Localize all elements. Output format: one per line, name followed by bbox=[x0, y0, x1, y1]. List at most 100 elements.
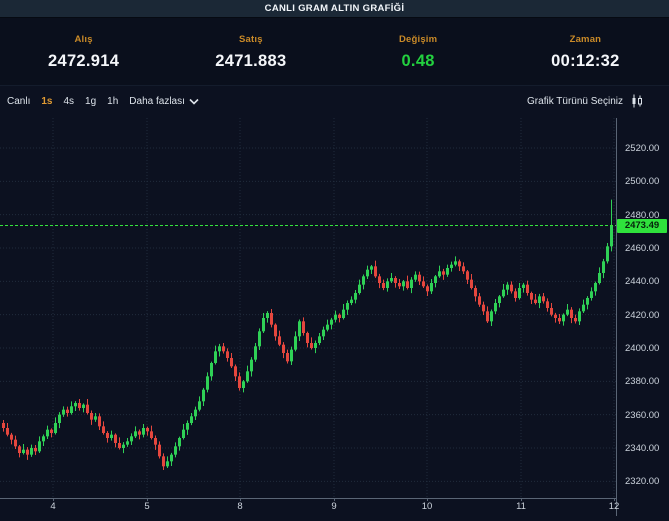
candle bbox=[482, 304, 485, 312]
candle bbox=[206, 376, 209, 390]
candle bbox=[190, 416, 193, 423]
x-axis-line bbox=[0, 498, 617, 499]
info-col-change: Değişim 0.48 bbox=[335, 18, 502, 85]
candle bbox=[290, 349, 293, 362]
candle bbox=[46, 429, 49, 437]
candle bbox=[74, 403, 77, 407]
candle bbox=[554, 314, 557, 318]
candle bbox=[362, 276, 365, 285]
candle bbox=[550, 308, 553, 315]
candle bbox=[90, 413, 93, 420]
change-value: 0.48 bbox=[401, 51, 435, 70]
candle bbox=[170, 454, 173, 462]
candle bbox=[226, 351, 229, 358]
candle bbox=[338, 314, 341, 318]
candle bbox=[26, 449, 29, 455]
more-intervals-button[interactable]: Daha fazlası bbox=[129, 96, 199, 107]
candle bbox=[134, 431, 137, 437]
chart-toolbar: Canlı 1s 4s 1g 1h Daha fazlası Grafik Tü… bbox=[0, 86, 669, 116]
interval-1s[interactable]: 1s bbox=[41, 95, 53, 107]
candle bbox=[426, 286, 429, 292]
candlestick-chart-type-icon bbox=[632, 94, 642, 108]
candle bbox=[586, 298, 589, 305]
candle bbox=[214, 351, 217, 363]
candle bbox=[474, 288, 477, 297]
candle bbox=[506, 284, 509, 290]
candle bbox=[342, 309, 345, 318]
candle bbox=[442, 271, 445, 275]
y-axis-label: 2440.00 bbox=[625, 276, 660, 288]
candle bbox=[490, 311, 493, 322]
candle bbox=[594, 283, 597, 292]
candle bbox=[114, 434, 117, 443]
y-axis: 2520.00 2500.00 2480.00 2460.00 2440.00 2420.… bbox=[617, 86, 669, 521]
price-info-bar: Alış 2472.914 Satış 2471.883 Değişim 0.4… bbox=[0, 18, 669, 85]
candle bbox=[198, 401, 201, 410]
interval-4s[interactable]: 4s bbox=[63, 95, 75, 107]
candle bbox=[18, 446, 21, 453]
interval-group: Canlı 1s 4s 1g 1h Daha fazlası bbox=[7, 96, 199, 107]
candle bbox=[526, 284, 529, 293]
candle bbox=[530, 293, 533, 300]
candle bbox=[394, 278, 397, 283]
candle bbox=[250, 359, 253, 372]
sell-value: 2471.883 bbox=[215, 51, 287, 70]
candle bbox=[418, 274, 421, 282]
candle bbox=[78, 403, 81, 408]
candle bbox=[322, 329, 325, 337]
candle bbox=[590, 291, 593, 298]
more-intervals-label: Daha fazlası bbox=[129, 95, 185, 107]
candle bbox=[310, 343, 313, 348]
x-axis-label: 4 bbox=[50, 501, 56, 512]
candle bbox=[454, 261, 457, 265]
candle bbox=[70, 406, 73, 413]
candle bbox=[254, 346, 257, 360]
interval-1h[interactable]: 1h bbox=[107, 95, 119, 107]
candle bbox=[414, 274, 417, 280]
interval-live[interactable]: Canlı bbox=[7, 95, 31, 107]
candle bbox=[330, 319, 333, 325]
candle bbox=[398, 283, 401, 287]
candle bbox=[410, 279, 413, 288]
candle bbox=[570, 309, 573, 318]
title-bar: CANLI GRAM ALTIN GRAFİĞİ bbox=[0, 0, 669, 18]
candle bbox=[118, 443, 121, 448]
candle bbox=[282, 344, 285, 353]
candle bbox=[406, 281, 409, 288]
candle bbox=[334, 314, 337, 320]
candle bbox=[210, 363, 213, 377]
candle bbox=[174, 446, 177, 455]
candle bbox=[34, 448, 37, 452]
info-col-sell: Satış 2471.883 bbox=[167, 18, 334, 85]
candle bbox=[402, 281, 405, 287]
y-axis-label: 2400.00 bbox=[625, 343, 660, 354]
candlestick-plot[interactable] bbox=[0, 118, 616, 498]
candle bbox=[438, 271, 441, 277]
candle bbox=[286, 353, 289, 362]
y-axis-label: 2340.00 bbox=[625, 443, 660, 454]
candle bbox=[138, 431, 141, 435]
candle bbox=[522, 284, 525, 288]
candle bbox=[446, 268, 449, 275]
candle bbox=[86, 404, 89, 413]
candle bbox=[422, 281, 425, 287]
candle bbox=[378, 276, 381, 283]
candle bbox=[146, 428, 149, 432]
candle bbox=[602, 261, 605, 273]
candle bbox=[82, 404, 85, 408]
candle bbox=[66, 409, 69, 413]
candle bbox=[242, 381, 245, 388]
candle bbox=[358, 284, 361, 293]
candle bbox=[298, 321, 301, 337]
candle bbox=[194, 409, 197, 417]
chart-type-selector[interactable]: Grafik Türünü Seçiniz bbox=[527, 94, 662, 108]
sell-label: Satış bbox=[239, 33, 263, 45]
buy-value: 2472.914 bbox=[48, 51, 120, 70]
candle bbox=[478, 296, 481, 305]
change-label: Değişim bbox=[398, 33, 438, 45]
chart-type-label: Grafik Türünü Seçiniz bbox=[527, 95, 623, 107]
candle bbox=[354, 293, 357, 300]
candle bbox=[166, 461, 169, 467]
interval-1g[interactable]: 1g bbox=[85, 95, 97, 107]
candle bbox=[542, 296, 545, 302]
